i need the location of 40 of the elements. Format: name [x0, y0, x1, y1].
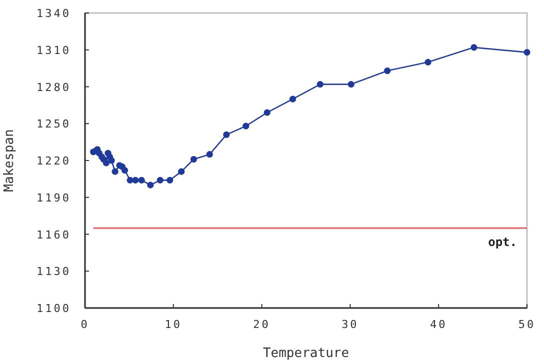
point: [102, 160, 110, 166]
point: [112, 168, 118, 175]
point: [190, 156, 198, 163]
point: [424, 58, 432, 66]
point: [348, 80, 354, 88]
y-tick-label: 1160: [36, 228, 71, 242]
point: [223, 131, 230, 138]
point: [121, 167, 128, 174]
y-tick-label: 1340: [36, 7, 71, 20]
y-tick-label: 1220: [36, 154, 71, 168]
point: [156, 176, 164, 184]
y-tick-label: 1280: [36, 80, 71, 94]
point: [138, 176, 145, 184]
point: [206, 151, 213, 158]
y-axis-title: Makespan: [2, 129, 17, 192]
y-tick-label: 1310: [36, 44, 71, 57]
x-tick-label: 20: [253, 318, 270, 331]
x-axis-title: Temperature: [262, 346, 350, 360]
x-tick-label: 30: [342, 318, 359, 331]
x-tick-label: 10: [164, 318, 182, 331]
point: [289, 96, 296, 102]
y-tick-label: 1100: [36, 302, 71, 315]
y-tick-label: 1130: [36, 265, 71, 278]
point: [524, 49, 530, 56]
point: [178, 168, 185, 175]
x-tick-label: 0: [80, 318, 90, 331]
point: [470, 44, 478, 51]
x-tick-label: 40: [430, 318, 448, 331]
point: [108, 157, 115, 164]
point: [384, 67, 391, 74]
point: [316, 80, 324, 88]
y-tick-label: 1190: [36, 191, 71, 204]
point: [147, 182, 154, 188]
point: [264, 109, 270, 116]
x-tick-label: 50: [518, 318, 536, 331]
ref-line-label: opt.: [488, 235, 517, 250]
point: [242, 122, 250, 130]
y-tick-label: 1250: [36, 118, 71, 131]
point: [132, 176, 139, 184]
point: [166, 176, 174, 184]
